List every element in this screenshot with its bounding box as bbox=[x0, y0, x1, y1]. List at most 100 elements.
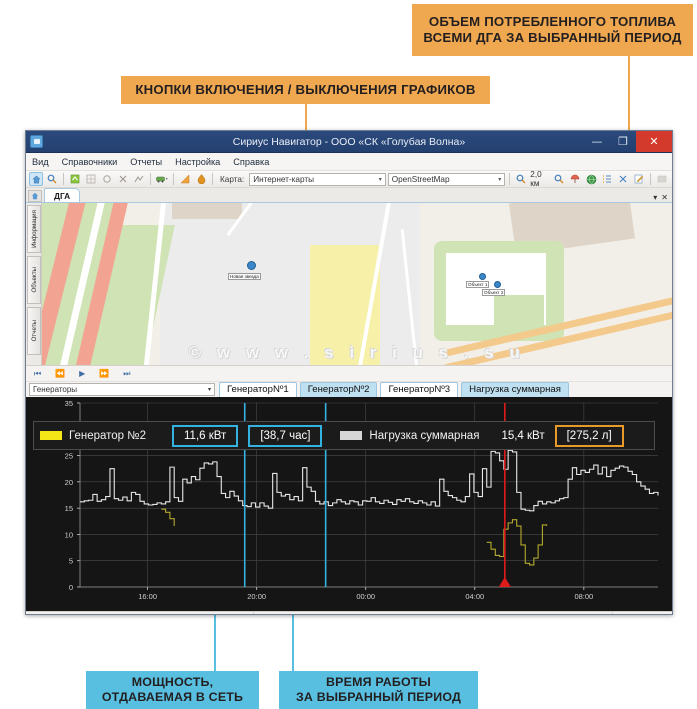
sidebar-vertical-tabs: Информация Объекты Отчеты bbox=[26, 203, 42, 365]
toolbar-separator-2 bbox=[150, 173, 151, 185]
generators-combobox-value: Генераторы bbox=[33, 385, 78, 394]
chevron-down-icon-2: ▾ bbox=[498, 176, 502, 183]
app-icon bbox=[30, 135, 43, 148]
edit-icon[interactable] bbox=[632, 172, 646, 186]
map-marker-object1[interactable] bbox=[479, 273, 486, 280]
menu-item-view[interactable]: Вид bbox=[32, 156, 49, 167]
callout-fuel-line1: ОБЪЕМ ПОТРЕБЛЕННОГО ТОПЛИВА bbox=[428, 14, 677, 30]
globe-icon[interactable] bbox=[584, 172, 598, 186]
status-cell-middle: ● bbox=[252, 612, 612, 615]
window-title: Сириус Навигатор - ООО «СК «Голубая Волн… bbox=[232, 135, 466, 148]
status-cell-right bbox=[612, 612, 672, 614]
route-icon[interactable] bbox=[68, 172, 82, 186]
chevron-down-icon: ▾ bbox=[378, 176, 382, 183]
map-provider-combobox[interactable]: OpenStreetMap ▾ bbox=[387, 172, 506, 186]
svg-text:08:00: 08:00 bbox=[574, 592, 593, 601]
svg-text:16:00: 16:00 bbox=[138, 592, 157, 601]
toolbar-separator-4 bbox=[212, 173, 213, 185]
chart-icon[interactable] bbox=[178, 172, 192, 186]
sidebar-item-information-label: Информация bbox=[30, 210, 38, 248]
tab-dga[interactable]: ДГА bbox=[44, 188, 81, 202]
grid-icon[interactable] bbox=[84, 172, 98, 186]
toolbar-separator-6 bbox=[650, 173, 651, 185]
menu-item-help[interactable]: Справка bbox=[233, 156, 270, 167]
sidebar-item-reports-label: Отчеты bbox=[30, 320, 38, 342]
playback-last-button[interactable]: ⏭ bbox=[123, 368, 131, 378]
tabstrip-controls: ▾ ✕ bbox=[653, 193, 672, 202]
application-window: Сириус Навигатор - ООО «СК «Голубая Волн… bbox=[25, 130, 673, 615]
legend-swatch-generator-2 bbox=[40, 431, 62, 440]
disabled-icon bbox=[655, 172, 669, 186]
series-button-generator-3[interactable]: ГенераторNº3 bbox=[380, 381, 459, 398]
leader-line-fuel bbox=[628, 56, 630, 134]
measure-icon[interactable] bbox=[116, 172, 130, 186]
toolbar-separator-3 bbox=[173, 173, 174, 185]
map-urban-area bbox=[160, 203, 420, 365]
main-toolbar: Карта: Интернет-карты ▾ OpenStreetMap ▾ … bbox=[26, 170, 672, 188]
sidebar-item-reports[interactable]: Отчеты bbox=[27, 307, 41, 355]
svg-text:25: 25 bbox=[65, 452, 73, 461]
menu-item-references[interactable]: Справочники bbox=[61, 156, 118, 167]
svg-text:10: 10 bbox=[65, 530, 73, 539]
tab-dropdown-icon[interactable]: ▾ bbox=[653, 193, 658, 202]
umbrella-icon[interactable] bbox=[568, 172, 582, 186]
series-button-generator-1[interactable]: ГенераторNº1 bbox=[219, 381, 297, 398]
series-toggle-buttons: ГенераторNº1 ГенераторNº2 ГенераторNº3 Н… bbox=[219, 381, 569, 398]
playback-controls: ⏮ ⏪ ▶ ⏩ ⏭ bbox=[26, 365, 672, 381]
playback-play-button[interactable]: ▶ bbox=[79, 369, 86, 378]
toolbar-separator-5 bbox=[509, 173, 511, 185]
tab-home-icon[interactable] bbox=[28, 190, 42, 202]
callout-runtime: ВРЕМЯ РАБОТЫ ЗА ВЫБРАННЫЙ ПЕРИОД bbox=[279, 671, 478, 709]
sidebar-item-objects-label: Объекты bbox=[30, 267, 38, 293]
callout-power-output: МОЩНОСТЬ, ОТДАВАЕМАЯ В СЕТЬ bbox=[86, 671, 259, 709]
svg-text:5: 5 bbox=[69, 557, 73, 566]
playback-rewind-button[interactable]: ⏪ bbox=[55, 369, 66, 378]
zoom-out-icon[interactable] bbox=[552, 172, 566, 186]
map-marker-main[interactable] bbox=[247, 261, 256, 270]
toolbar-separator-1 bbox=[63, 173, 64, 185]
search-icon[interactable] bbox=[45, 172, 59, 186]
series-selector-row: Генераторы ▾ ГенераторNº1 ГенераторNº2 Г… bbox=[26, 381, 672, 398]
sidebar-item-objects[interactable]: Объекты bbox=[27, 256, 41, 304]
generators-combobox[interactable]: Генераторы ▾ bbox=[29, 383, 215, 396]
map-marker-object2[interactable] bbox=[494, 281, 501, 288]
legend-swatch-total-load bbox=[340, 431, 363, 440]
map-source-combobox[interactable]: Интернет-карты ▾ bbox=[249, 172, 386, 186]
callout-time-line1: ВРЕМЯ РАБОТЫ bbox=[326, 675, 431, 690]
refresh-icon[interactable] bbox=[100, 172, 114, 186]
document-tabstrip: ДГА ▾ ✕ bbox=[26, 188, 672, 203]
zoom-in-icon[interactable] bbox=[514, 172, 528, 186]
svg-text:15: 15 bbox=[65, 504, 73, 513]
legend-value-total-fuel: [275,2 л] bbox=[554, 424, 624, 447]
sidebar-item-information[interactable]: Информация bbox=[27, 205, 41, 253]
power-chart[interactable]: 0 5 10 15 20 25 35 16:00 20:00 00:00 04:00 08:00 Ге… bbox=[26, 397, 672, 611]
svg-text:35: 35 bbox=[65, 399, 73, 408]
fullscreen-icon[interactable] bbox=[616, 172, 630, 186]
menu-item-settings[interactable]: Настройка bbox=[175, 156, 221, 167]
map-canvas[interactable]: Новая звезда Объект 1 Объект 2 © w w w .… bbox=[42, 203, 672, 365]
menu-item-reports[interactable]: Отчеты bbox=[130, 156, 163, 167]
window-buttons: — ❐ ✕ bbox=[584, 131, 672, 152]
tab-close-icon[interactable]: ✕ bbox=[661, 193, 668, 202]
playback-first-button[interactable]: ⏮ bbox=[34, 368, 42, 378]
series-button-generator-2[interactable]: ГенераторNº2 bbox=[299, 381, 378, 398]
maximize-button[interactable]: ❐ bbox=[618, 135, 628, 148]
svg-text:20: 20 bbox=[65, 478, 73, 487]
track-icon[interactable] bbox=[132, 172, 146, 186]
playback-forward-button[interactable]: ⏩ bbox=[99, 369, 110, 378]
window-titlebar[interactable]: Сириус Навигатор - ООО «СК «Голубая Волн… bbox=[26, 131, 672, 153]
vehicle-icon[interactable] bbox=[155, 172, 169, 186]
fuel-icon[interactable] bbox=[194, 172, 208, 186]
status-indicator-icon: ● bbox=[259, 614, 264, 615]
home-icon[interactable] bbox=[29, 172, 43, 186]
minimize-button[interactable]: — bbox=[591, 135, 603, 148]
svg-text:04:00: 04:00 bbox=[465, 592, 484, 601]
series-button-total-load[interactable]: Нагрузка суммарная bbox=[461, 381, 569, 398]
legend-value-generator-2-power: 11,6 кВт bbox=[172, 424, 239, 447]
legend-value-total-power: 15,4 кВт bbox=[501, 429, 545, 442]
svg-text:0: 0 bbox=[69, 583, 73, 592]
list-icon[interactable] bbox=[600, 172, 614, 186]
svg-text:00:00: 00:00 bbox=[356, 592, 375, 601]
close-button[interactable]: ✕ bbox=[636, 131, 672, 152]
